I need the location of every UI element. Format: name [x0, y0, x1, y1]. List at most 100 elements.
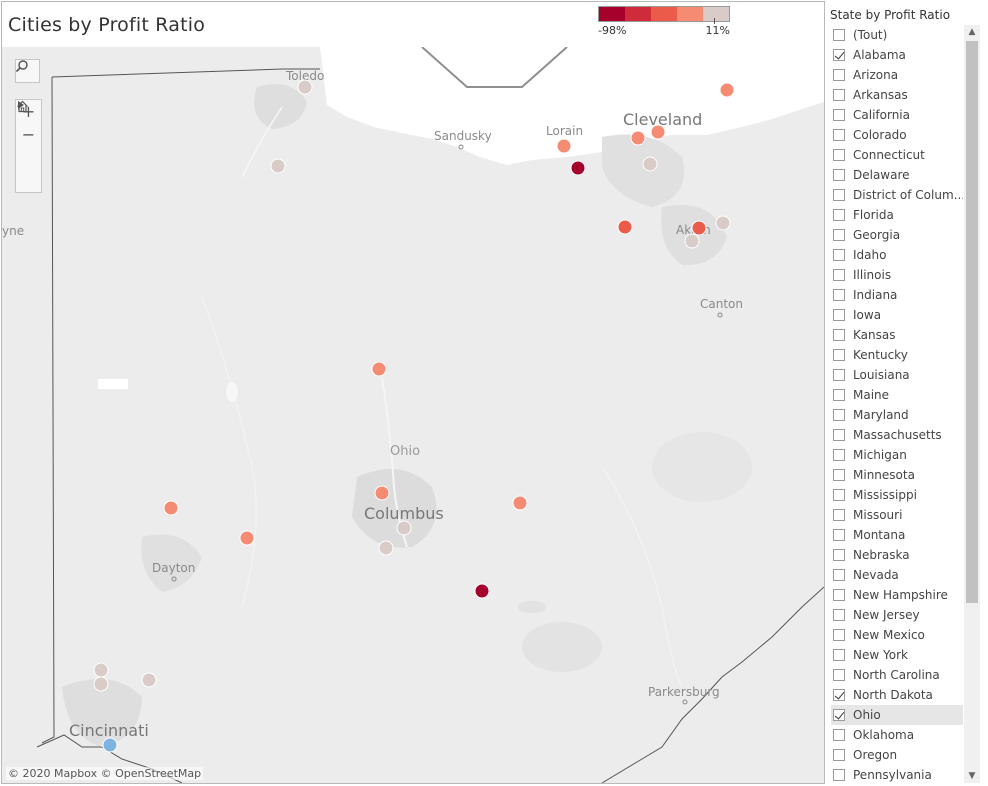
map-attribution[interactable]: © 2020 Mapbox © OpenStreetMap	[6, 767, 204, 780]
city-mark[interactable]	[163, 500, 179, 516]
filter-checkbox[interactable]	[833, 769, 845, 781]
filter-item[interactable]: (Tout)	[831, 25, 963, 45]
filter-item[interactable]: Ohio	[831, 705, 963, 725]
filter-item[interactable]: New York	[831, 645, 963, 665]
filter-checkbox[interactable]	[833, 749, 845, 761]
filter-item[interactable]: Kansas	[831, 325, 963, 345]
filter-list[interactable]: (Tout) Alabama Arizona Arkansas California Co…	[831, 25, 963, 783]
filter-checkbox[interactable]	[833, 169, 845, 181]
filter-item[interactable]: Kentucky	[831, 345, 963, 365]
filter-checkbox[interactable]	[833, 529, 845, 541]
filter-item[interactable]: North Dakota	[831, 685, 963, 705]
city-mark[interactable]	[650, 124, 666, 140]
filter-item[interactable]: New Jersey	[831, 605, 963, 625]
city-mark[interactable]	[556, 138, 572, 154]
filter-item[interactable]: Louisiana	[831, 365, 963, 385]
city-mark[interactable]	[93, 662, 109, 678]
filter-item[interactable]: Illinois	[831, 265, 963, 285]
filter-checkbox[interactable]	[833, 249, 845, 261]
filter-item[interactable]: New Hampshire	[831, 585, 963, 605]
filter-item[interactable]: Mississippi	[831, 485, 963, 505]
filter-checkbox[interactable]	[833, 369, 845, 381]
scroll-down-arrow-icon[interactable]: ▼	[968, 771, 976, 781]
filter-item[interactable]: Oregon	[831, 745, 963, 765]
filter-checkbox[interactable]	[833, 469, 845, 481]
filter-checkbox[interactable]	[833, 549, 845, 561]
filter-item[interactable]: Missouri	[831, 505, 963, 525]
reset-home-button[interactable]	[16, 100, 41, 169]
city-mark[interactable]	[374, 485, 390, 501]
city-mark[interactable]	[684, 233, 700, 249]
filter-checkbox[interactable]	[833, 189, 845, 201]
map-canvas[interactable]: Toledo Sandusky Lorain Cleveland Akron C…	[2, 47, 824, 783]
filter-checkbox[interactable]	[833, 729, 845, 741]
filter-item[interactable]: California	[831, 105, 963, 125]
filter-item[interactable]: Connecticut	[831, 145, 963, 165]
city-mark[interactable]	[617, 219, 633, 235]
filter-item[interactable]: Nebraska	[831, 545, 963, 565]
city-mark[interactable]	[642, 156, 658, 172]
city-mark[interactable]	[93, 676, 109, 692]
city-mark[interactable]	[371, 361, 387, 377]
city-mark[interactable]	[474, 583, 490, 599]
filter-checkbox[interactable]	[833, 149, 845, 161]
filter-item[interactable]: Idaho	[831, 245, 963, 265]
city-mark[interactable]	[396, 520, 412, 536]
city-mark[interactable]	[378, 540, 394, 556]
filter-checkbox[interactable]	[833, 409, 845, 421]
filter-checkbox[interactable]	[833, 109, 845, 121]
filter-checkbox[interactable]	[833, 229, 845, 241]
filter-checkbox[interactable]	[833, 569, 845, 581]
filter-checkbox[interactable]	[833, 489, 845, 501]
filter-checkbox[interactable]	[833, 589, 845, 601]
filter-item[interactable]: Massachusetts	[831, 425, 963, 445]
city-mark[interactable]	[570, 160, 586, 176]
filter-item[interactable]: Nevada	[831, 565, 963, 585]
filter-item[interactable]: Oklahoma	[831, 725, 963, 745]
filter-checkbox[interactable]	[833, 89, 845, 101]
map-search-button[interactable]	[15, 59, 40, 83]
filter-checkbox[interactable]	[833, 289, 845, 301]
filter-item[interactable]: Alabama	[831, 45, 963, 65]
city-mark[interactable]	[102, 737, 118, 753]
filter-checkbox[interactable]	[833, 669, 845, 681]
filter-checkbox[interactable]	[833, 69, 845, 81]
filter-item[interactable]: Michigan	[831, 445, 963, 465]
filter-checkbox[interactable]	[833, 389, 845, 401]
filter-item[interactable]: Colorado	[831, 125, 963, 145]
expand-toolbar-button[interactable]	[16, 101, 41, 192]
filter-checkbox[interactable]	[833, 269, 845, 281]
filter-checkbox[interactable]	[833, 509, 845, 521]
city-mark[interactable]	[141, 672, 157, 688]
filter-item[interactable]: District of Colum...	[831, 185, 963, 205]
filter-item[interactable]: Montana	[831, 525, 963, 545]
filter-checkbox[interactable]	[833, 329, 845, 341]
city-mark[interactable]	[297, 79, 313, 95]
city-mark[interactable]	[719, 82, 735, 98]
filter-item[interactable]: Pennsylvania	[831, 765, 963, 783]
filter-checkbox[interactable]	[833, 209, 845, 221]
city-mark[interactable]	[270, 158, 286, 174]
filter-checkbox[interactable]	[833, 49, 845, 61]
filter-item[interactable]: Georgia	[831, 225, 963, 245]
filter-checkbox[interactable]	[833, 449, 845, 461]
filter-checkbox[interactable]	[833, 629, 845, 641]
scrollbar-thumb[interactable]	[966, 41, 978, 603]
scroll-up-arrow-icon[interactable]: ▲	[968, 27, 976, 37]
filter-item[interactable]: Arkansas	[831, 85, 963, 105]
zoom-out-button[interactable]: −	[16, 123, 41, 146]
filter-checkbox[interactable]	[833, 429, 845, 441]
city-mark[interactable]	[239, 530, 255, 546]
filter-item[interactable]: Iowa	[831, 305, 963, 325]
filter-checkbox[interactable]	[833, 689, 845, 701]
filter-item[interactable]: Florida	[831, 205, 963, 225]
city-mark[interactable]	[512, 495, 528, 511]
filter-item[interactable]: Arizona	[831, 65, 963, 85]
filter-item[interactable]: North Carolina	[831, 665, 963, 685]
filter-checkbox[interactable]	[833, 29, 845, 41]
filter-checkbox[interactable]	[833, 649, 845, 661]
filter-item[interactable]: Maryland	[831, 405, 963, 425]
filter-item[interactable]: Maine	[831, 385, 963, 405]
filter-item[interactable]: Delaware	[831, 165, 963, 185]
filter-checkbox[interactable]	[833, 709, 845, 721]
